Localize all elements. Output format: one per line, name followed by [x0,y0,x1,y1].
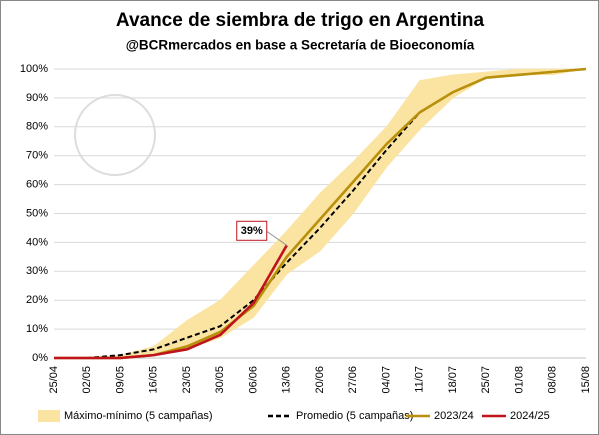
annotation-box [236,220,268,241]
x-tick-label: 08/08 [547,366,559,394]
legend-swatch [38,410,60,422]
series-line [54,68,587,359]
y-tick-label: 30% [26,265,48,277]
x-tick-label: 18/07 [447,366,459,394]
y-tick-label: 10% [26,323,48,335]
y-tick-label: 100% [20,63,48,75]
chart-title: Avance de siembra de trigo en Argentina [116,10,485,31]
annotation: 39% [241,225,263,237]
x-tick-label: 01/08 [513,366,525,394]
legend-label: 2024/25 [510,410,550,422]
y-tick-label: 50% [26,207,48,219]
x-tick-label: 15/08 [580,366,592,394]
x-tick-label: 25/04 [48,366,60,394]
y-tick-label: 60% [26,179,48,191]
x-tick-label: 23/05 [181,366,193,394]
y-tick-label: 70% [26,150,48,162]
y-tick-label: 40% [26,236,48,248]
y-tick-label: 20% [26,294,48,306]
x-tick-label: 30/05 [214,366,226,394]
x-tick-label: 09/05 [114,366,126,394]
x-tick-label: 16/05 [148,366,160,394]
y-tick-label: 80% [26,121,48,133]
watermark [74,94,156,176]
legend-label: Promedio (5 campañas) [296,410,413,422]
x-tick-label: 25/07 [480,366,492,394]
legend: Máximo-mínimo (5 campañas) Promedio (5 ca… [38,410,550,422]
legend-label: 2023/24 [434,410,474,422]
annotation-leader [266,230,288,246]
x-tick-label: 04/07 [380,366,392,394]
x-tick-label: 27/06 [347,366,359,394]
legend-label: Máximo-mínimo (5 campañas) [64,410,213,422]
chart-subtitle: @BCRmercados en base a Secretaría de Bio… [126,38,475,53]
series-line [54,244,288,360]
x-tick-label: 20/06 [314,366,326,394]
x-tick-label: 13/06 [281,366,293,394]
y-tick-label: 0% [32,352,48,364]
x-tick-label: 06/06 [247,366,259,394]
y-tick-label: 90% [26,92,48,104]
x-tick-label: 02/05 [81,366,93,394]
x-tick-label: 11/07 [414,366,426,393]
